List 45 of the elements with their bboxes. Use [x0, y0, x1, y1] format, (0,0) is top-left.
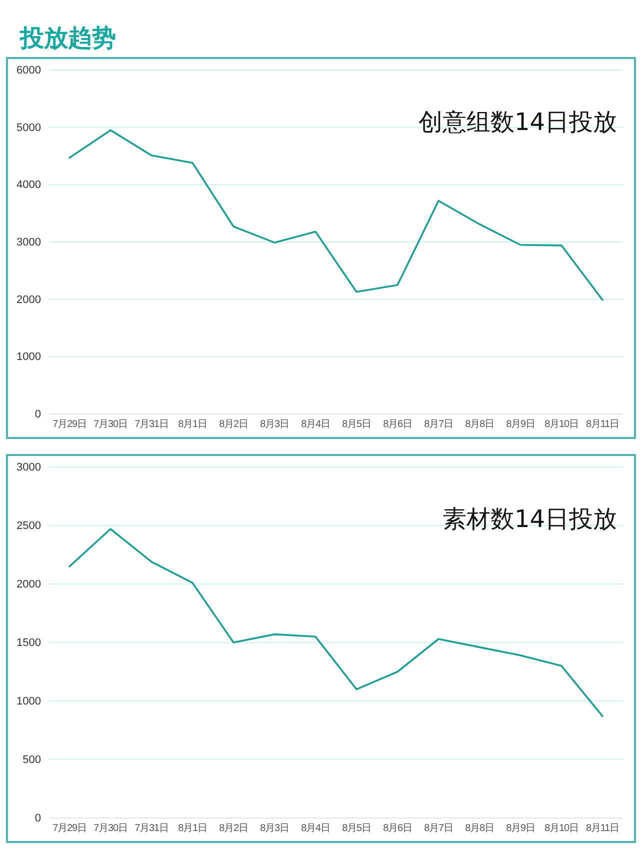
x-tick-label: 8月2日 — [219, 419, 248, 430]
x-tick-label: 8月8日 — [465, 823, 494, 834]
x-tick-label: 8月9日 — [506, 823, 535, 834]
y-tick-label: 5000 — [16, 122, 41, 134]
y-tick-label: 1000 — [16, 696, 41, 708]
x-tick-label: 8月10日 — [544, 419, 578, 430]
annotation: 创意组数14日投放 — [418, 108, 617, 136]
x-tick-label: 8月2日 — [219, 823, 248, 834]
y-tick-label: 2000 — [16, 294, 41, 306]
x-tick-label: 8月8日 — [465, 419, 494, 430]
y-tick-label: 2500 — [16, 520, 41, 532]
y-tick-label: 3000 — [16, 462, 41, 474]
x-tick-label: 8月5日 — [342, 823, 371, 834]
x-tick-label: 7月30日 — [94, 419, 128, 430]
x-tick-label: 8月7日 — [424, 419, 453, 430]
y-tick-label: 2000 — [16, 578, 41, 591]
x-tick-label: 8月6日 — [383, 419, 412, 430]
x-tick-label: 8月11日 — [586, 823, 619, 834]
x-tick-label: 7月29日 — [52, 419, 86, 430]
y-tick-label: 0 — [34, 812, 41, 825]
x-tick-label: 8月3日 — [260, 419, 289, 430]
y-tick-label: 3000 — [16, 236, 41, 249]
x-tick-label: 8月11日 — [586, 419, 619, 430]
y-tick-label: 1500 — [16, 637, 41, 650]
x-tick-label: 8月7日 — [424, 823, 453, 834]
x-tick-label: 7月30日 — [94, 823, 128, 834]
y-tick-label: 500 — [22, 754, 41, 766]
x-tick-label: 7月29日 — [52, 823, 86, 834]
x-tick-label: 7月31日 — [134, 419, 168, 430]
y-tick-label: 6000 — [16, 64, 41, 77]
annotation: 素材数14日投放 — [442, 505, 617, 533]
x-tick-label: 8月9日 — [506, 419, 535, 430]
x-tick-label: 8月3日 — [260, 823, 289, 834]
x-tick-label: 8月5日 — [342, 419, 371, 430]
x-tick-label: 8月4日 — [301, 419, 330, 430]
x-tick-label: 8月1日 — [178, 419, 207, 430]
chart-title: 投放趋势 — [19, 24, 116, 52]
x-tick-label: 8月4日 — [301, 823, 330, 834]
y-tick-label: 1000 — [16, 351, 41, 364]
x-tick-label: 7月31日 — [134, 823, 168, 834]
y-tick-label: 4000 — [16, 179, 41, 192]
x-tick-label: 8月1日 — [178, 823, 207, 834]
y-tick-label: 0 — [34, 408, 41, 421]
x-tick-label: 8月10日 — [544, 823, 578, 834]
x-tick-label: 8月6日 — [383, 823, 412, 834]
